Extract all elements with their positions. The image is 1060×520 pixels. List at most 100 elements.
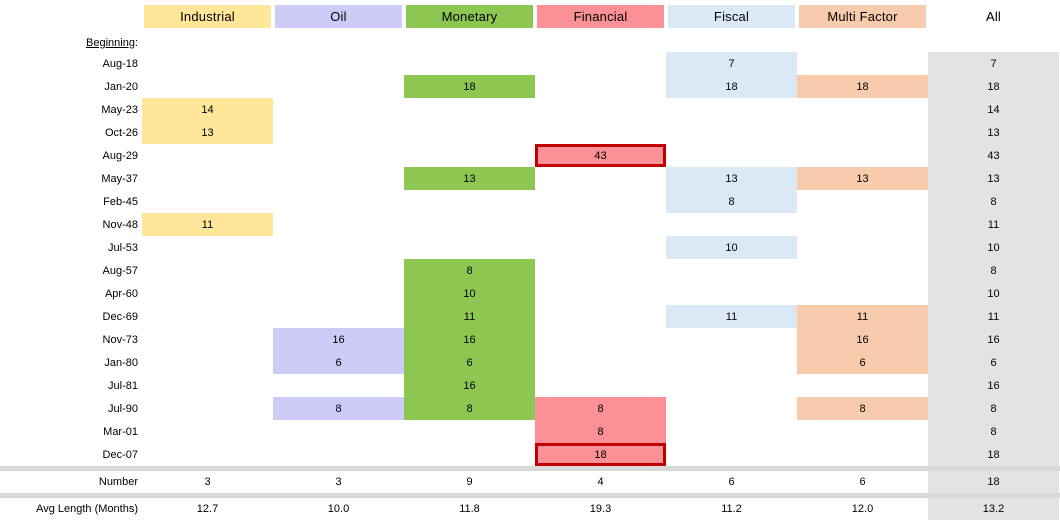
cell-oil-aug-57[interactable] [273, 259, 404, 282]
avg-length-oil[interactable]: 10.0 [327, 503, 350, 515]
number-fiscal[interactable]: 6 [728, 476, 735, 488]
cell-financial-dec-69[interactable] [535, 305, 666, 328]
cell-oil-jan-80[interactable]: 6 [273, 351, 404, 374]
cell-multi-factor-aug-57[interactable] [797, 259, 928, 282]
cell-monetary-may-23[interactable] [404, 98, 535, 121]
column-header-fiscal[interactable]: Fiscal [666, 5, 797, 28]
cell-oil-jul-90[interactable]: 8 [273, 397, 404, 420]
cell-oil-aug-18[interactable] [273, 52, 404, 75]
cell-oil-jul-81[interactable] [273, 374, 404, 397]
number-multi-factor[interactable]: 6 [859, 476, 866, 488]
cell-monetary-nov-48[interactable] [404, 213, 535, 236]
cell-oil-nov-48[interactable] [273, 213, 404, 236]
cell-monetary-jul-81[interactable]: 16 [404, 374, 535, 397]
cell-financial-dec-07[interactable]: 18 [535, 443, 666, 466]
cell-multi-factor-aug-18[interactable] [797, 52, 928, 75]
cell-multi-factor-may-23[interactable] [797, 98, 928, 121]
cell-oil-dec-69[interactable] [273, 305, 404, 328]
cell-industrial-apr-60[interactable] [142, 282, 273, 305]
cell-oil-jan-20[interactable] [273, 75, 404, 98]
row-label-dec-07[interactable]: Dec-07 [102, 448, 138, 461]
cell-fiscal-may-37[interactable]: 13 [666, 167, 797, 190]
cell-financial-aug-18[interactable] [535, 52, 666, 75]
cell-all-aug-57[interactable]: 8 [928, 259, 1059, 282]
cell-monetary-aug-57[interactable]: 8 [404, 259, 535, 282]
cell-industrial-mar-01[interactable] [142, 420, 273, 443]
cell-monetary-aug-29[interactable] [404, 144, 535, 167]
cell-all-nov-73[interactable]: 16 [928, 328, 1059, 351]
cell-financial-may-37[interactable] [535, 167, 666, 190]
number-monetary[interactable]: 9 [466, 476, 473, 488]
cell-financial-jan-20[interactable] [535, 75, 666, 98]
row-label-apr-60[interactable]: Apr-60 [104, 287, 138, 300]
column-header-industrial[interactable]: Industrial [142, 5, 273, 28]
cell-fiscal-may-23[interactable] [666, 98, 797, 121]
column-header-all[interactable]: All [928, 5, 1059, 28]
cell-all-dec-07[interactable]: 18 [928, 443, 1059, 466]
cell-fiscal-nov-73[interactable] [666, 328, 797, 351]
cell-financial-jul-81[interactable] [535, 374, 666, 397]
cell-monetary-jan-20[interactable]: 18 [404, 75, 535, 98]
avg-length-multi-factor[interactable]: 12.0 [851, 503, 874, 515]
row-label-may-37[interactable]: May-37 [101, 172, 138, 185]
cell-all-dec-69[interactable]: 11 [928, 305, 1059, 328]
cell-multi-factor-may-37[interactable]: 13 [797, 167, 928, 190]
cell-multi-factor-nov-73[interactable]: 16 [797, 328, 928, 351]
row-label-nov-48[interactable]: Nov-48 [102, 218, 138, 231]
cell-all-aug-29[interactable]: 43 [928, 144, 1059, 167]
cell-all-aug-18[interactable]: 7 [928, 52, 1059, 75]
cell-oil-mar-01[interactable] [273, 420, 404, 443]
cell-industrial-jan-80[interactable] [142, 351, 273, 374]
cell-industrial-may-23[interactable]: 14 [142, 98, 273, 121]
row-label-nov-73[interactable]: Nov-73 [102, 333, 138, 346]
cell-fiscal-jan-80[interactable] [666, 351, 797, 374]
cell-oil-aug-29[interactable] [273, 144, 404, 167]
cell-all-jul-90[interactable]: 8 [928, 397, 1059, 420]
row-label-may-23[interactable]: May-23 [101, 103, 138, 116]
number-industrial[interactable]: 3 [204, 476, 211, 488]
number-oil[interactable]: 3 [335, 476, 342, 488]
row-label-jan-80[interactable]: Jan-80 [104, 356, 138, 369]
cell-financial-feb-45[interactable] [535, 190, 666, 213]
cell-monetary-jul-90[interactable]: 8 [404, 397, 535, 420]
cell-all-jul-81[interactable]: 16 [928, 374, 1059, 397]
cell-monetary-feb-45[interactable] [404, 190, 535, 213]
cell-monetary-may-37[interactable]: 13 [404, 167, 535, 190]
cell-all-jan-80[interactable]: 6 [928, 351, 1059, 374]
cell-oil-may-37[interactable] [273, 167, 404, 190]
cell-multi-factor-jan-20[interactable]: 18 [797, 75, 928, 98]
cell-financial-nov-73[interactable] [535, 328, 666, 351]
cell-financial-mar-01[interactable]: 8 [535, 420, 666, 443]
cell-fiscal-feb-45[interactable]: 8 [666, 190, 797, 213]
cell-oil-may-23[interactable] [273, 98, 404, 121]
cell-industrial-jul-81[interactable] [142, 374, 273, 397]
row-label-oct-26[interactable]: Oct-26 [104, 126, 138, 139]
cell-fiscal-nov-48[interactable] [666, 213, 797, 236]
cell-financial-may-23[interactable] [535, 98, 666, 121]
cell-industrial-aug-57[interactable] [142, 259, 273, 282]
cell-financial-aug-57[interactable] [535, 259, 666, 282]
cell-multi-factor-jul-81[interactable] [797, 374, 928, 397]
cell-industrial-oct-26[interactable]: 13 [142, 121, 273, 144]
cell-all-feb-45[interactable]: 8 [928, 190, 1059, 213]
cell-industrial-may-37[interactable] [142, 167, 273, 190]
cell-industrial-feb-45[interactable] [142, 190, 273, 213]
cell-fiscal-dec-69[interactable]: 11 [666, 305, 797, 328]
cell-oil-dec-07[interactable] [273, 443, 404, 466]
cell-oil-jul-53[interactable] [273, 236, 404, 259]
cell-multi-factor-jan-80[interactable]: 6 [797, 351, 928, 374]
cell-financial-nov-48[interactable] [535, 213, 666, 236]
cell-fiscal-dec-07[interactable] [666, 443, 797, 466]
cell-all-jan-20[interactable]: 18 [928, 75, 1059, 98]
avg-length-all[interactable]: 13.2 [928, 498, 1059, 520]
cell-monetary-dec-07[interactable] [404, 443, 535, 466]
cell-financial-aug-29[interactable]: 43 [535, 144, 666, 167]
avg-length-fiscal[interactable]: 11.2 [721, 503, 742, 515]
cell-fiscal-jan-20[interactable]: 18 [666, 75, 797, 98]
column-header-financial[interactable]: Financial [535, 5, 666, 28]
avg-length-financial[interactable]: 19.3 [589, 503, 612, 515]
cell-monetary-nov-73[interactable]: 16 [404, 328, 535, 351]
cell-industrial-aug-29[interactable] [142, 144, 273, 167]
cell-fiscal-jul-81[interactable] [666, 374, 797, 397]
avg-length-label[interactable]: Avg Length (Months) [36, 503, 138, 515]
